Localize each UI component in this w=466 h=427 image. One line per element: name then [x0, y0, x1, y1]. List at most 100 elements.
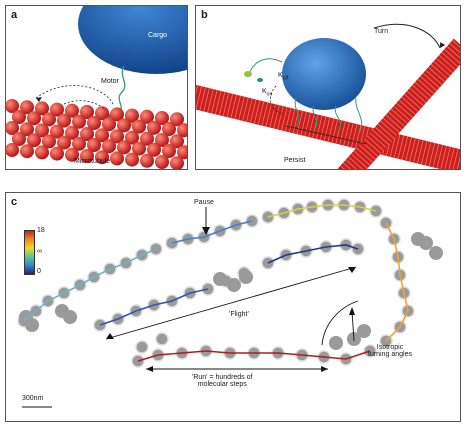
tubulin-subunit — [80, 149, 94, 163]
tubulin-subunit — [80, 105, 94, 119]
tubulin-subunit — [162, 122, 176, 136]
tube-stripe — [380, 120, 398, 136]
colorbar-mid: ∞ — [37, 248, 42, 255]
tube-stripe — [422, 72, 440, 89]
tube-stripe — [393, 134, 401, 158]
tube-stripe — [417, 78, 435, 95]
panel-a: a Cargo Motor Microtubule — [5, 5, 188, 170]
run-segment — [137, 350, 371, 362]
tubulin-subunit — [110, 129, 124, 144]
tube-stripe — [269, 104, 276, 128]
motor-b-4 — [355, 97, 363, 133]
panel-c-label: c — [11, 196, 18, 208]
tube-stripe — [353, 150, 371, 166]
tube-stripe — [316, 115, 323, 139]
motor-stalk — [118, 65, 126, 115]
tube-stripe — [456, 156, 460, 169]
tube-stripe — [452, 40, 460, 48]
tubulin-subunit — [155, 133, 169, 147]
persist-label: Persist — [284, 157, 306, 164]
tube-body — [337, 38, 460, 169]
run-arrowhead-right — [321, 366, 328, 372]
motor-b-head — [244, 71, 252, 77]
panel-c: c 18 ∞ 0 Pause 'Flight' 'Run' = hundreds… — [5, 192, 461, 422]
run-label: 'Run' = hundreds of molecular steps — [192, 374, 253, 388]
tube-stripe — [372, 129, 390, 145]
turning-arc — [321, 300, 359, 346]
tubulin-subunit — [125, 130, 139, 145]
tube-stripe — [340, 165, 345, 169]
tubulin-subunit — [80, 127, 94, 141]
run-segment — [385, 222, 409, 342]
tube-stripe — [413, 139, 420, 163]
kinetics-arrow — [270, 85, 285, 115]
run-segment — [171, 220, 253, 244]
turn-label: Turn — [374, 28, 389, 35]
flight-arrowhead-right — [348, 267, 356, 273]
tube-stripe — [350, 153, 368, 169]
tubulin-subunit — [87, 138, 101, 152]
tube-stripe — [207, 88, 214, 113]
tube-stripe — [257, 101, 265, 125]
tubulin-subunit — [12, 132, 26, 146]
tube-stripe — [438, 54, 456, 71]
tubulin-subunit — [155, 155, 169, 169]
tube-stripe — [398, 99, 416, 115]
panel-a-label: a — [11, 9, 18, 21]
pause-label: Pause — [194, 199, 214, 206]
tube-stripe — [345, 159, 357, 169]
tubulin-subunit — [65, 125, 79, 140]
turn-arrow — [373, 24, 441, 49]
tubulin-subunit — [170, 156, 184, 169]
trajectory-bead — [155, 332, 169, 346]
tube-stripe — [358, 144, 376, 160]
tube-stripe — [436, 57, 454, 74]
panel-b-illustration — [196, 24, 460, 169]
persist-arrow — [285, 125, 367, 145]
tubulin-subunit — [117, 140, 131, 155]
tube-stripe — [246, 98, 253, 122]
tube-stripe — [452, 148, 459, 169]
tube-stripe — [281, 106, 288, 131]
tube-stripe — [404, 93, 422, 110]
tubulin-subunit — [6, 121, 19, 135]
tubulin-subunit — [35, 101, 49, 116]
tubulin-subunit — [65, 103, 79, 118]
tube-stripe — [199, 87, 206, 111]
tube-stripe — [440, 145, 447, 169]
tube-stripe — [382, 117, 400, 133]
flight-arrowhead-left — [106, 333, 114, 339]
tubulin-subunit — [35, 145, 49, 160]
tube-stripe — [385, 114, 403, 130]
tube-stripe — [417, 140, 424, 164]
tube-stripe — [347, 123, 354, 147]
tubulin-subunit — [6, 143, 19, 157]
tube-stripe — [405, 137, 412, 161]
pause-cluster-bead — [429, 246, 443, 260]
tube-stripe — [401, 136, 408, 160]
tube-stripe — [203, 88, 210, 112]
step-arrow-inner — [63, 100, 107, 111]
tubulin-subunit — [20, 122, 34, 137]
pause-cluster-bead — [63, 310, 77, 324]
tube-stripe — [420, 75, 438, 92]
tube-stripe — [238, 96, 245, 121]
tubulin-subunit — [102, 139, 116, 154]
pause-arrowhead — [202, 227, 210, 235]
tube-stripe — [351, 123, 358, 148]
run-segment — [267, 244, 359, 264]
tube-stripe — [420, 141, 428, 165]
tubulin-subunit — [65, 147, 79, 162]
k-off-label: Koff — [278, 72, 289, 82]
tubulin-subunit — [177, 123, 187, 138]
run-arrowhead-left — [146, 366, 153, 372]
tube-stripe — [265, 103, 272, 127]
tubulin-subunit — [20, 144, 34, 159]
tube-stripe — [331, 119, 339, 143]
tube-stripe — [273, 105, 280, 129]
tubulin-subunit — [155, 111, 169, 125]
trajectory-plot — [17, 198, 443, 408]
tube-stripe — [319, 116, 327, 140]
tube-stripe — [433, 60, 451, 77]
tube-stripe — [390, 108, 408, 124]
